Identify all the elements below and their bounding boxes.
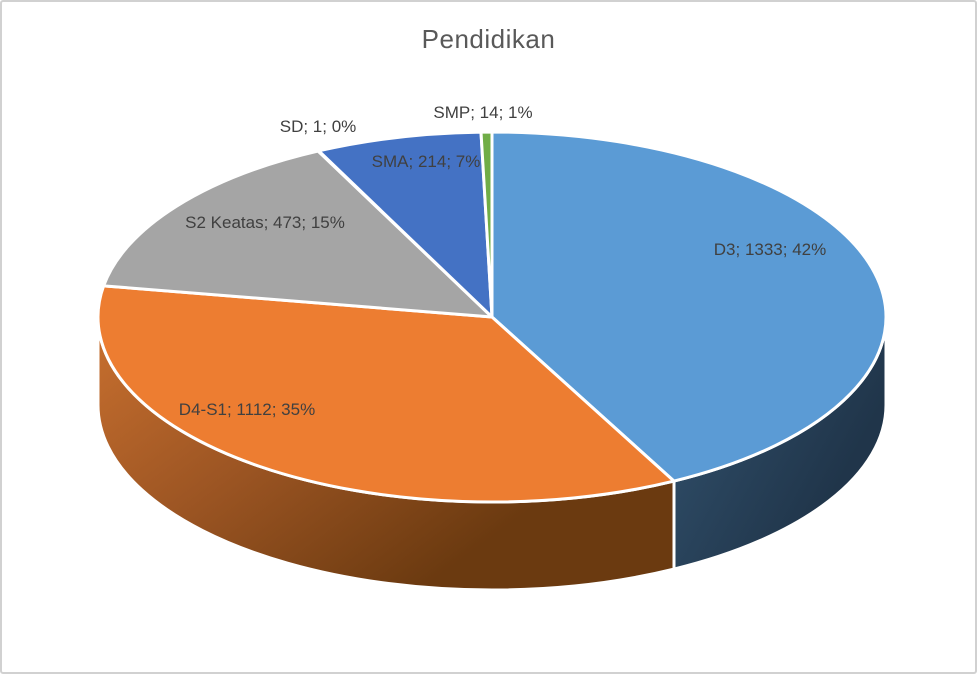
data-label-D3[interactable]: D3; 1333; 42%: [713, 240, 827, 259]
pie-slice-SMP[interactable]: [479, 130, 494, 319]
pie-slice-D4-S1[interactable]: [96, 284, 676, 504]
pie-slice-D3[interactable]: [490, 130, 888, 483]
pie-slice-SMA[interactable]: [317, 130, 494, 319]
data-label-D4-S1[interactable]: D4-S1; 1112; 35%: [178, 400, 316, 419]
data-label-S2 Keatas[interactable]: S2 Keatas; 473; 15%: [185, 213, 345, 232]
chart-title[interactable]: Pendidikan: [421, 24, 556, 54]
data-label-SD[interactable]: SD; 1; 0%: [279, 117, 357, 136]
data-label-SMP[interactable]: SMP; 14; 1%: [433, 103, 533, 122]
data-label-SMA[interactable]: SMA; 214; 7%: [371, 152, 481, 171]
pie-slice-S2 Keatas[interactable]: [102, 149, 494, 319]
